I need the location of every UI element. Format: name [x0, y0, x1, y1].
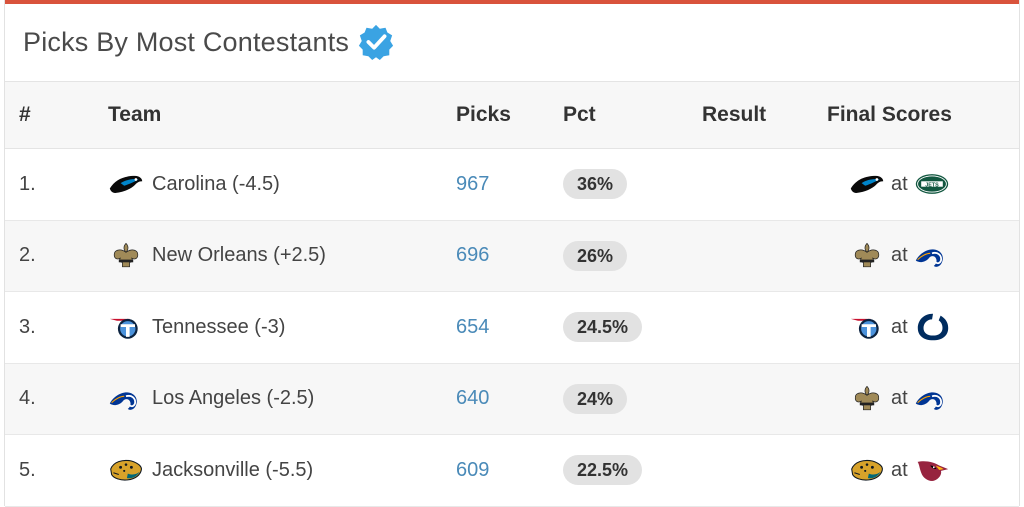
team-cell: Tennessee (-3)	[108, 291, 456, 364]
result-cell	[702, 148, 827, 221]
picks-cell: 696	[456, 220, 563, 292]
col-header-final-scores[interactable]: Final Scores	[827, 81, 1019, 149]
panthers-logo-icon	[109, 176, 143, 194]
pct-badge: 36%	[563, 169, 628, 200]
jets-logo-icon: JETS	[915, 174, 948, 195]
final-scores-cell: at	[827, 434, 1019, 507]
picks-table: # Team Picks Pct Result Final Scores 1. …	[5, 81, 1019, 507]
team-cell: Jacksonville (-5.5)	[108, 434, 456, 507]
team-cell: Los Angeles (-2.5)	[108, 363, 456, 435]
picks-cell: 967	[456, 148, 563, 221]
svg-text:JETS: JETS	[925, 183, 939, 189]
team-info: Carolina (-4.5)	[108, 169, 456, 199]
team-cell: Carolina (-4.5)	[108, 148, 456, 221]
pct-cell: 26%	[563, 220, 702, 292]
rams-logo-icon	[915, 392, 943, 410]
at-label: at	[891, 244, 908, 267]
table-header-row: # Team Picks Pct Result Final Scores	[5, 81, 1019, 149]
pct-badge: 24.5%	[563, 312, 643, 343]
team-cell: New Orleans (+2.5)	[108, 220, 456, 292]
panel-header: Picks By Most Contestants	[23, 22, 395, 62]
rank-cell: 1.	[5, 148, 108, 221]
rank-cell: 4.	[5, 363, 108, 435]
pct-cell: 24.5%	[563, 291, 702, 364]
jaguars-logo-icon	[851, 460, 883, 481]
final-scores-cell: at	[827, 363, 1019, 435]
team-name: Jacksonville (-5.5)	[152, 458, 314, 481]
picks-count-link[interactable]: 640	[456, 387, 490, 410]
rank-cell: 3.	[5, 291, 108, 364]
table-row: 4. Los Angeles (-2.5) 640 24% at	[5, 363, 1019, 435]
verified-badge-icon	[359, 24, 394, 61]
table-row: 1. Carolina (-4.5) 967 36% at JETS	[5, 148, 1019, 221]
team-info: New Orleans (+2.5)	[108, 241, 456, 271]
at-label: at	[891, 387, 908, 410]
result-cell	[702, 434, 827, 507]
col-header-rank[interactable]: #	[5, 81, 108, 149]
result-cell	[702, 291, 827, 364]
at-label: at	[891, 172, 908, 195]
saints-logo-icon	[854, 385, 880, 410]
pct-badge: 26%	[563, 240, 628, 271]
picks-cell: 640	[456, 363, 563, 435]
table-row: 3. Tennessee (-3) 654 24.5% at	[5, 291, 1019, 364]
matchup: at	[827, 241, 1019, 271]
matchup: at JETS	[827, 169, 1019, 199]
pct-cell: 36%	[563, 148, 702, 221]
final-scores-cell: at JETS	[827, 148, 1019, 221]
table-body: 1. Carolina (-4.5) 967 36% at JETS 2. New …	[5, 148, 1019, 507]
col-header-pct[interactable]: Pct	[563, 81, 702, 149]
panthers-logo-icon	[850, 176, 884, 194]
titans-logo-icon	[850, 319, 879, 339]
table-row: 5. Jacksonville (-5.5) 609 22.5% at	[5, 434, 1019, 507]
picks-count-link[interactable]: 696	[456, 244, 490, 267]
picks-count-link[interactable]: 609	[456, 458, 490, 481]
at-label: at	[891, 458, 908, 481]
final-scores-cell: at	[827, 220, 1019, 292]
result-cell	[702, 363, 827, 435]
picks-count-link[interactable]: 654	[456, 315, 490, 338]
matchup: at	[827, 455, 1019, 485]
top-accent-bar	[5, 0, 1019, 4]
pct-cell: 22.5%	[563, 434, 702, 507]
matchup: at	[827, 384, 1019, 414]
picks-panel: Picks By Most Contestants # Team Picks P…	[4, 0, 1020, 507]
picks-count-link[interactable]: 967	[456, 172, 490, 195]
team-name: New Orleans (+2.5)	[152, 244, 326, 267]
team-name: Carolina (-4.5)	[152, 172, 280, 195]
team-info: Tennessee (-3)	[108, 312, 456, 342]
pct-badge: 22.5%	[563, 455, 643, 486]
pct-cell: 24%	[563, 363, 702, 435]
saints-logo-icon	[113, 242, 139, 267]
team-info: Jacksonville (-5.5)	[108, 455, 456, 485]
result-cell	[702, 220, 827, 292]
jaguars-logo-icon	[110, 460, 142, 481]
picks-cell: 609	[456, 434, 563, 507]
rank-cell: 5.	[5, 434, 108, 507]
at-label: at	[891, 315, 908, 338]
team-name: Tennessee (-3)	[152, 315, 286, 338]
team-name: Los Angeles (-2.5)	[152, 387, 315, 410]
cardinals-logo-icon	[917, 461, 948, 482]
colts-logo-icon	[917, 313, 948, 341]
picks-cell: 654	[456, 291, 563, 364]
panel-title: Picks By Most Contestants	[23, 26, 350, 57]
saints-logo-icon	[854, 242, 880, 267]
col-header-team[interactable]: Team	[108, 81, 456, 149]
pct-badge: 24%	[563, 383, 628, 414]
team-info: Los Angeles (-2.5)	[108, 384, 456, 414]
matchup: at	[827, 310, 1019, 344]
table-row: 2. New Orleans (+2.5) 696 26% at	[5, 220, 1019, 292]
rams-logo-icon	[915, 249, 943, 267]
final-scores-cell: at	[827, 291, 1019, 364]
rams-logo-icon	[109, 392, 137, 410]
col-header-picks[interactable]: Picks	[456, 81, 563, 149]
rank-cell: 2.	[5, 220, 108, 292]
col-header-result[interactable]: Result	[702, 81, 827, 149]
titans-logo-icon	[109, 319, 138, 339]
